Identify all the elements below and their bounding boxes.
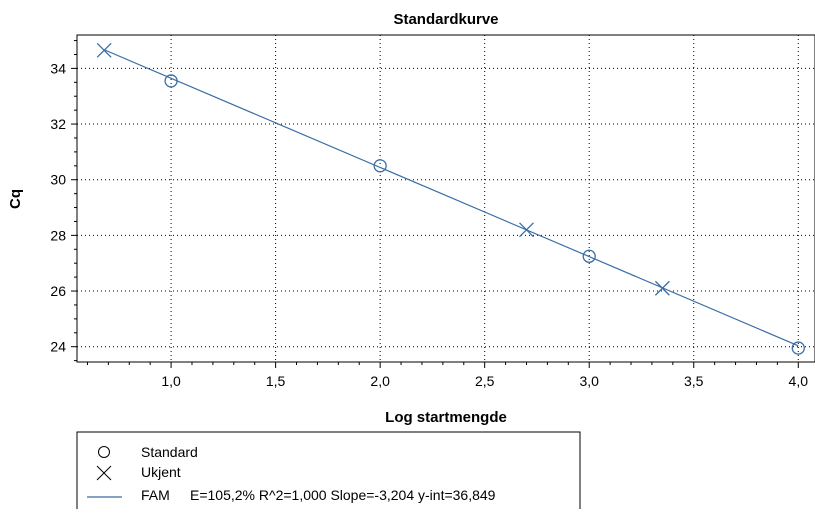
standard-point-1 [373, 159, 387, 173]
standard-point-2 [582, 249, 596, 263]
data-marks-layer [96, 42, 805, 355]
legend-fam-name: FAM [141, 487, 170, 503]
legend-item-fam: FAM E=105,2% R^2=1,000 Slope=-3,204 y-in… [87, 487, 496, 503]
legend-item-standard: Standard [98, 444, 198, 460]
legend-x-marker-b [96, 465, 112, 481]
legend-item-ukjent: Ukjent [96, 464, 181, 481]
x-tick-label-5: 3,5 [684, 373, 704, 389]
grid-layer [77, 35, 815, 362]
ukjent-point-1 [519, 222, 534, 238]
y-tick-label-5: 34 [50, 60, 66, 76]
x-tick-label-6: 4,0 [789, 373, 809, 389]
ukjent-point-2 [654, 280, 670, 296]
ukjent-point-0 [96, 42, 112, 58]
chart-legend: Standard Ukjent FAM E=105,2% R^2=1,000 S… [76, 431, 581, 514]
y-axis-label: Cq [7, 189, 24, 209]
legend-box [76, 431, 581, 514]
x-tick-label-1: 1,5 [266, 373, 286, 389]
y-tick-label-1: 26 [50, 283, 66, 299]
chart-title: Standardkurve [393, 11, 498, 28]
ukjent-point-0-stroke-b [96, 42, 112, 58]
standard-point-3 [791, 341, 805, 355]
legend-fam-stats: E=105,2% R^2=1,000 Slope=-3,204 y-int=36… [190, 487, 496, 503]
x-tick-label-0: 1,0 [161, 373, 181, 389]
x-tick-label-4: 3,0 [579, 373, 599, 389]
ukjent-point-1-stroke-b [519, 222, 534, 238]
fam-regression-line [103, 49, 799, 347]
x-tick-label-2: 2,0 [370, 373, 390, 389]
legend-circle-marker [98, 446, 110, 458]
y-tick-label-0: 24 [50, 339, 66, 355]
x-axis-label: Log startmengde [385, 409, 507, 426]
legend-standard-label: Standard [141, 444, 198, 460]
y-tick-label-4: 32 [50, 116, 66, 132]
standard-point-0 [164, 74, 178, 88]
x-tick-label-3: 2,5 [475, 373, 495, 389]
ticks-layer: 1,0 1,5 2,0 2,5 3,0 3,5 4,0 24 26 28 30 32 34 [50, 40, 809, 389]
fit-line-layer [103, 49, 799, 347]
plot-frame [76, 34, 815, 363]
y-tick-label-3: 30 [50, 172, 66, 188]
ukjent-point-2-stroke-b [654, 280, 670, 296]
y-tick-label-2: 28 [50, 227, 66, 243]
legend-ukjent-label: Ukjent [141, 464, 181, 480]
